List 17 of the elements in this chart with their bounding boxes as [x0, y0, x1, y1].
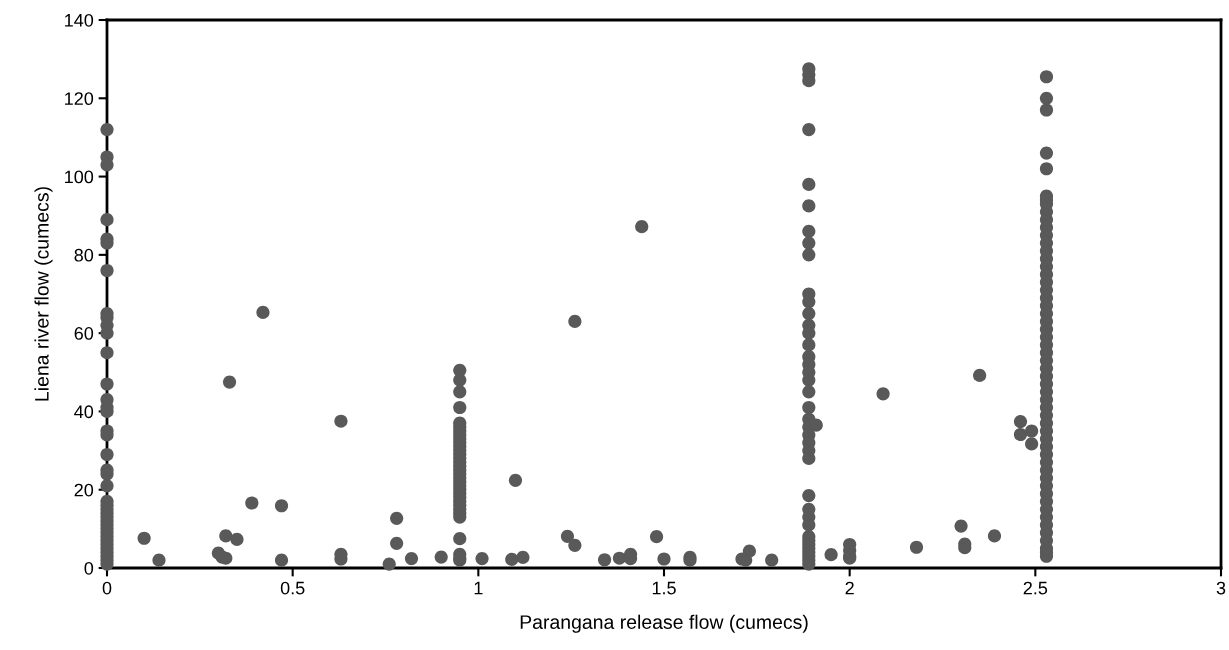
- x-tick-label: 2: [845, 581, 854, 595]
- x-tick-label: 3: [1216, 581, 1226, 595]
- x-tick-label: 1.5: [652, 581, 676, 595]
- y-tick-label: 0: [84, 561, 94, 575]
- y-tick-label: 40: [74, 405, 94, 419]
- x-tick-label: 2.5: [1023, 581, 1048, 595]
- y-tick-label: 140: [65, 13, 94, 27]
- y-tick-label: 20: [74, 483, 94, 497]
- x-tick-label: 0.5: [280, 581, 305, 595]
- y-axis-title: Liena river flow (cumecs): [34, 187, 53, 401]
- x-tick-label: 1: [474, 581, 483, 595]
- y-tick-label: 120: [65, 92, 94, 106]
- y-tick-label: 100: [65, 170, 94, 184]
- y-tick-label: 60: [74, 327, 94, 340]
- x-axis-title: Parangana release flow (cumecs): [520, 614, 808, 633]
- y-tick-label: 80: [74, 248, 94, 262]
- x-tick-label: 0: [102, 581, 112, 595]
